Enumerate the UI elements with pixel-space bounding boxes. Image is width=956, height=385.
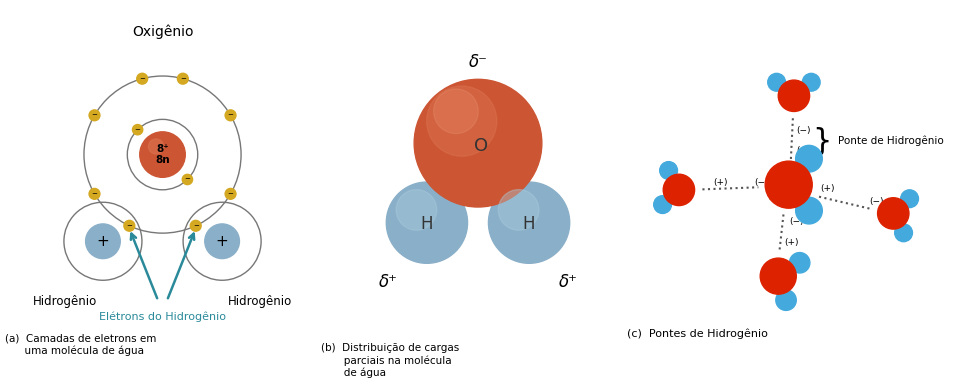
Text: H: H (523, 215, 535, 233)
Text: δ⁺: δ⁺ (558, 273, 577, 291)
Circle shape (190, 220, 201, 231)
Text: δ⁻: δ⁻ (468, 53, 488, 71)
Circle shape (225, 188, 236, 199)
Circle shape (489, 182, 570, 263)
Text: Hidrogênio: Hidrogênio (33, 295, 98, 308)
Circle shape (178, 73, 188, 84)
Circle shape (225, 110, 236, 121)
Text: (−): (−) (796, 126, 811, 135)
Circle shape (396, 189, 437, 230)
Text: −: − (92, 191, 98, 197)
Text: +: + (97, 234, 109, 249)
Text: Elétrons do Hidrogênio: Elétrons do Hidrogênio (99, 312, 226, 322)
Text: 8⁺: 8⁺ (156, 144, 169, 154)
Circle shape (795, 197, 822, 224)
Circle shape (660, 162, 678, 179)
Text: (−): (−) (790, 217, 804, 226)
Circle shape (654, 196, 671, 213)
Text: δ⁺: δ⁺ (379, 273, 398, 291)
Text: Hidrogênio: Hidrogênio (228, 295, 293, 308)
Circle shape (140, 132, 185, 177)
Text: +: + (216, 234, 228, 249)
Circle shape (901, 190, 919, 208)
Circle shape (148, 139, 163, 154)
Circle shape (790, 253, 810, 273)
Circle shape (878, 198, 909, 229)
Text: −: − (180, 76, 185, 82)
Circle shape (86, 224, 120, 259)
Text: −: − (185, 176, 190, 182)
Text: Ponte de Hidrogênio: Ponte de Hidrogênio (838, 136, 945, 146)
Circle shape (663, 174, 695, 206)
Text: −: − (126, 223, 132, 229)
Text: (b)  Distribuição de cargas
       parciais na molécula
       de água: (b) Distribuição de cargas parciais na m… (321, 343, 460, 378)
Circle shape (124, 220, 135, 231)
Circle shape (778, 80, 810, 112)
Text: −: − (193, 223, 199, 229)
Circle shape (802, 74, 820, 91)
Circle shape (133, 124, 142, 135)
Text: }: } (813, 126, 832, 155)
Text: −: − (135, 127, 141, 133)
Circle shape (768, 74, 786, 91)
Circle shape (414, 79, 542, 207)
Circle shape (183, 174, 192, 185)
Text: Oxigênio: Oxigênio (132, 25, 193, 39)
Circle shape (776, 290, 796, 310)
Text: (a)  Camadas de eletrons em
      uma molécula de água: (a) Camadas de eletrons em uma molécula … (6, 333, 157, 356)
Text: (c)  Pontes de Hidrogênio: (c) Pontes de Hidrogênio (626, 328, 768, 339)
Circle shape (205, 224, 239, 259)
Text: (+): (+) (796, 146, 811, 155)
Text: H: H (421, 215, 433, 233)
Text: (−): (−) (767, 192, 781, 201)
Circle shape (895, 224, 912, 242)
Circle shape (498, 189, 539, 230)
Circle shape (434, 89, 478, 134)
Circle shape (765, 161, 813, 208)
Text: −: − (92, 112, 98, 118)
Text: (+): (+) (785, 238, 799, 247)
Text: (+): (+) (713, 177, 728, 187)
Circle shape (760, 258, 796, 294)
Circle shape (426, 86, 497, 156)
Circle shape (89, 110, 100, 121)
Text: −: − (228, 191, 233, 197)
Text: (−): (−) (870, 198, 884, 206)
Circle shape (89, 188, 100, 199)
Text: −: − (228, 112, 233, 118)
Text: −: − (140, 76, 145, 82)
Circle shape (137, 73, 147, 84)
Text: (−): (−) (754, 177, 769, 187)
Text: 8n: 8n (155, 155, 170, 165)
Text: O: O (474, 137, 488, 155)
Circle shape (795, 146, 822, 172)
Text: (+): (+) (820, 184, 835, 193)
Circle shape (386, 182, 467, 263)
